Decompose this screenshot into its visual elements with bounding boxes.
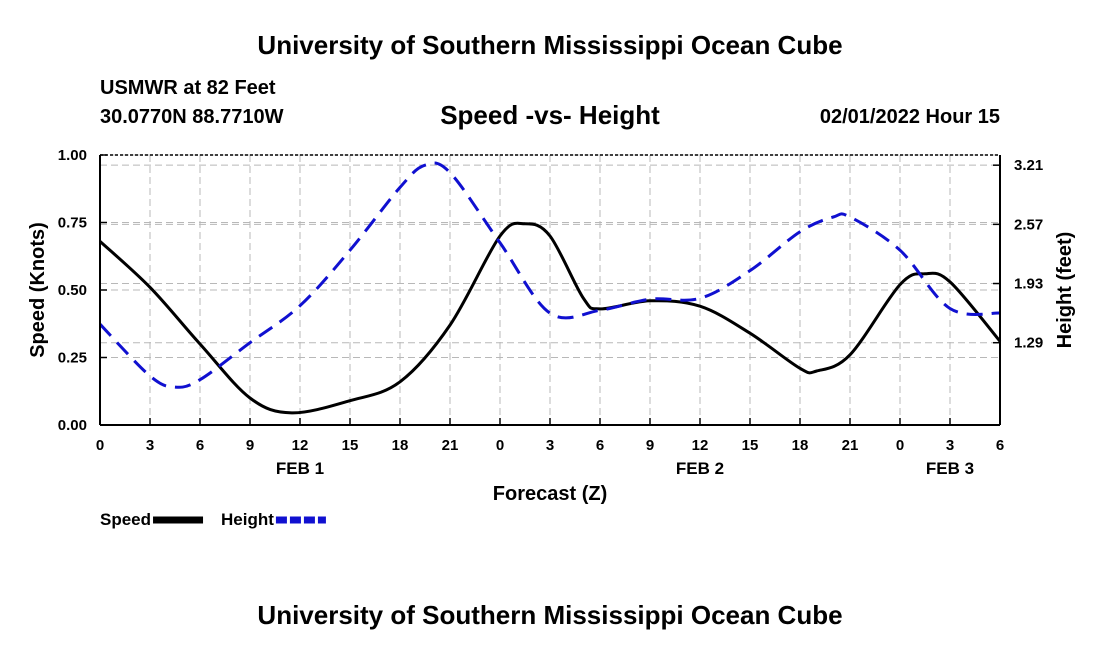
x-tick-label: 0 xyxy=(896,437,904,454)
x-tick-label: 6 xyxy=(996,437,1004,454)
chart-ticks: 0 3 6 9 12 15 18 21 0 3 6 9 12 15 18 21 0 3 6 FEB 1 FEB 2 FEB… xyxy=(58,147,1043,478)
x-tick-label: 15 xyxy=(342,437,359,454)
y-tick-label: 1.00 xyxy=(58,147,87,164)
y-axis-label: Speed (Knots) xyxy=(27,222,49,358)
y-tick-label: 0.50 xyxy=(58,282,87,299)
forecast-datetime: 02/01/2022 Hour 15 xyxy=(819,106,1000,128)
day-label: FEB 2 xyxy=(676,459,724,478)
x-tick-label: 12 xyxy=(292,437,309,454)
chart-subtitle: Speed -vs- Height xyxy=(440,100,660,130)
series-line-speed xyxy=(98,221,1002,415)
x-tick-label: 9 xyxy=(246,437,254,454)
x-tick-label: 3 xyxy=(546,437,554,454)
y-tick-label: 0.75 xyxy=(58,215,87,232)
y2-axis-label: Height (feet) xyxy=(1054,232,1076,349)
chart-series xyxy=(98,161,1002,415)
y2-tick-label: 2.57 xyxy=(1014,216,1043,233)
x-tick-label: 6 xyxy=(196,437,204,454)
day-label: FEB 3 xyxy=(926,459,974,478)
station-name: USMWR at 82 Feet xyxy=(100,77,276,99)
y2-tick-label: 1.93 xyxy=(1014,276,1043,293)
x-tick-label: 0 xyxy=(496,437,504,454)
y2-tick-label: 1.29 xyxy=(1014,335,1043,352)
footer-title: University of Southern Mississippi Ocean… xyxy=(257,600,843,630)
x-tick-label: 0 xyxy=(96,437,104,454)
x-tick-label: 21 xyxy=(442,437,459,454)
x-tick-label: 3 xyxy=(146,437,154,454)
x-tick-label: 21 xyxy=(842,437,859,454)
day-label: FEB 1 xyxy=(276,459,324,478)
legend-label-height: Height xyxy=(221,510,274,529)
station-coordinates: 30.0770N 88.7710W xyxy=(100,106,284,128)
x-tick-label: 12 xyxy=(692,437,709,454)
x-tick-label: 15 xyxy=(742,437,759,454)
chart-legend: Speed Height xyxy=(100,510,326,529)
x-tick-label: 6 xyxy=(596,437,604,454)
y-tick-label: 0.00 xyxy=(58,417,87,434)
y-tick-label: 0.25 xyxy=(58,350,87,367)
x-tick-label: 18 xyxy=(392,437,409,454)
header-title: University of Southern Mississippi Ocean… xyxy=(257,30,843,60)
x-axis-label: Forecast (Z) xyxy=(493,483,607,505)
legend-label-speed: Speed xyxy=(100,510,151,529)
series-line-height xyxy=(98,161,1001,389)
x-tick-label: 9 xyxy=(646,437,654,454)
x-tick-label: 18 xyxy=(792,437,809,454)
x-tick-label: 3 xyxy=(946,437,954,454)
y2-tick-label: 3.21 xyxy=(1014,157,1043,174)
